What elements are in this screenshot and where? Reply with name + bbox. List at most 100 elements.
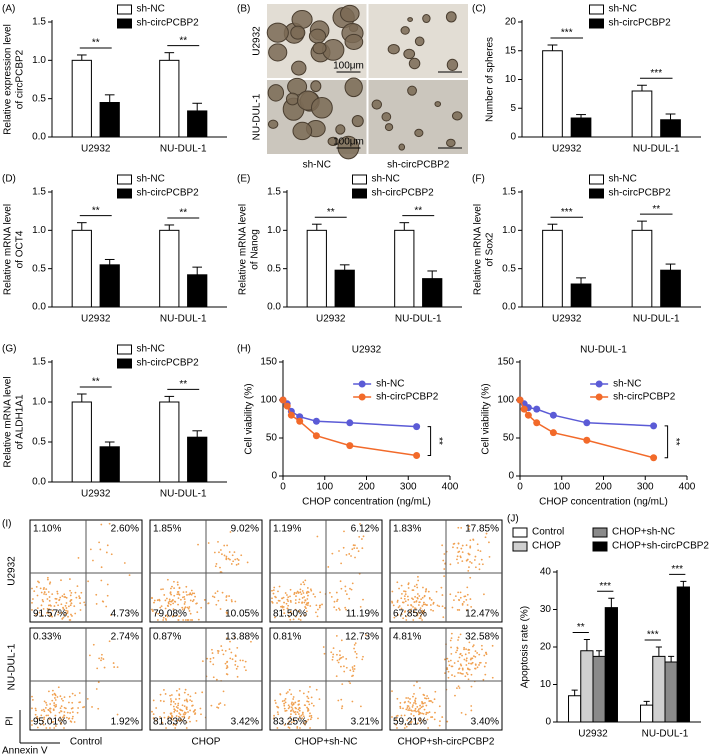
x-axis-label: Annexin V: [2, 746, 48, 756]
event-dot: [60, 611, 63, 614]
event-dot: [189, 599, 192, 602]
quadrant-label: 12.47%: [465, 609, 499, 620]
event-dot: [236, 665, 239, 668]
event-dot: [31, 601, 33, 604]
event-dot: [461, 560, 464, 562]
event-dot: [309, 605, 312, 607]
event-dot: [172, 700, 175, 703]
event-dot: [273, 714, 275, 717]
event-dot: [189, 720, 191, 723]
event-dot: [302, 715, 305, 718]
event-dot: [189, 709, 191, 712]
event-dot: [77, 557, 80, 559]
event-dot: [474, 566, 477, 569]
event-dot: [219, 608, 222, 610]
event-dot: [301, 713, 304, 716]
event-dot: [350, 555, 352, 557]
event-dot: [344, 606, 347, 609]
event-dot: [36, 715, 39, 718]
event-dot: [206, 657, 209, 660]
event-dot: [174, 703, 177, 705]
event-dot: [170, 694, 173, 696]
event-dot: [226, 673, 229, 676]
event-dot: [348, 553, 351, 555]
event-dot: [449, 593, 452, 596]
event-dot: [418, 611, 421, 614]
event-dot: [71, 701, 74, 704]
event-dot: [287, 691, 289, 693]
event-dot: [289, 618, 292, 621]
event-dot: [53, 605, 56, 607]
bar: [604, 607, 618, 723]
event-dot: [177, 702, 180, 705]
event-dot: [456, 558, 458, 561]
significance-label: **: [577, 622, 585, 633]
event-dot: [416, 705, 419, 708]
event-dot: [299, 615, 302, 618]
event-dot: [458, 668, 460, 670]
event-dot: [478, 568, 481, 571]
event-dot: [407, 587, 410, 589]
event-dot: [412, 619, 415, 621]
event-dot: [157, 612, 160, 615]
event-dot: [76, 585, 79, 588]
event-dot: [353, 643, 356, 646]
y-tick-label: 1.0: [267, 225, 281, 236]
event-dot: [338, 608, 341, 611]
event-dot: [47, 708, 50, 711]
event-dot: [424, 701, 426, 704]
event-dot: [434, 711, 436, 714]
event-dot: [160, 605, 163, 608]
event-dot: [416, 597, 419, 600]
event-dot: [336, 598, 339, 601]
event-dot: [442, 559, 445, 562]
event-dot: [469, 545, 472, 548]
row-label: NU-DUL-1: [7, 643, 18, 690]
event-dot: [450, 652, 453, 655]
event-dot: [299, 619, 302, 621]
event-dot: [95, 603, 98, 605]
event-dot: [183, 691, 186, 694]
x-tick-label: U2932: [316, 314, 346, 325]
event-dot: [42, 708, 45, 711]
point: [413, 451, 421, 459]
event-dot: [421, 701, 424, 704]
event-dot: [167, 717, 169, 720]
event-dot: [438, 605, 441, 608]
event-dot: [36, 726, 39, 729]
event-dot: [306, 695, 309, 698]
event-dot: [190, 700, 193, 703]
event-dot: [288, 720, 291, 723]
event-dot: [362, 655, 364, 658]
event-dot: [338, 650, 341, 652]
event-dot: [443, 553, 446, 555]
event-dot: [352, 544, 355, 547]
event-dot: [413, 684, 415, 687]
event-dot: [236, 558, 239, 560]
event-dot: [209, 657, 212, 660]
event-dot: [405, 619, 408, 621]
event-dot: [184, 688, 187, 691]
event-dot: [103, 666, 106, 669]
event-dot: [73, 721, 76, 723]
event-dot: [361, 538, 363, 540]
event-dot: [53, 692, 56, 695]
quadrant-label: 1.10%: [33, 524, 61, 535]
event-dot: [438, 705, 441, 708]
significance-label: **: [652, 204, 660, 215]
event-dot: [55, 704, 57, 706]
event-dot: [48, 582, 51, 585]
event-dot: [102, 600, 105, 603]
event-dot: [187, 711, 189, 713]
legend-label: sh-circPCBP2: [137, 18, 200, 29]
event-dot: [228, 551, 231, 553]
event-dot: [167, 605, 170, 608]
event-dot: [407, 697, 410, 699]
event-dot: [63, 727, 65, 729]
event-dot: [481, 648, 483, 651]
event-dot: [110, 553, 113, 556]
event-dot: [358, 535, 361, 538]
event-dot: [218, 703, 220, 706]
event-dot: [173, 587, 176, 590]
event-dot: [159, 693, 162, 696]
